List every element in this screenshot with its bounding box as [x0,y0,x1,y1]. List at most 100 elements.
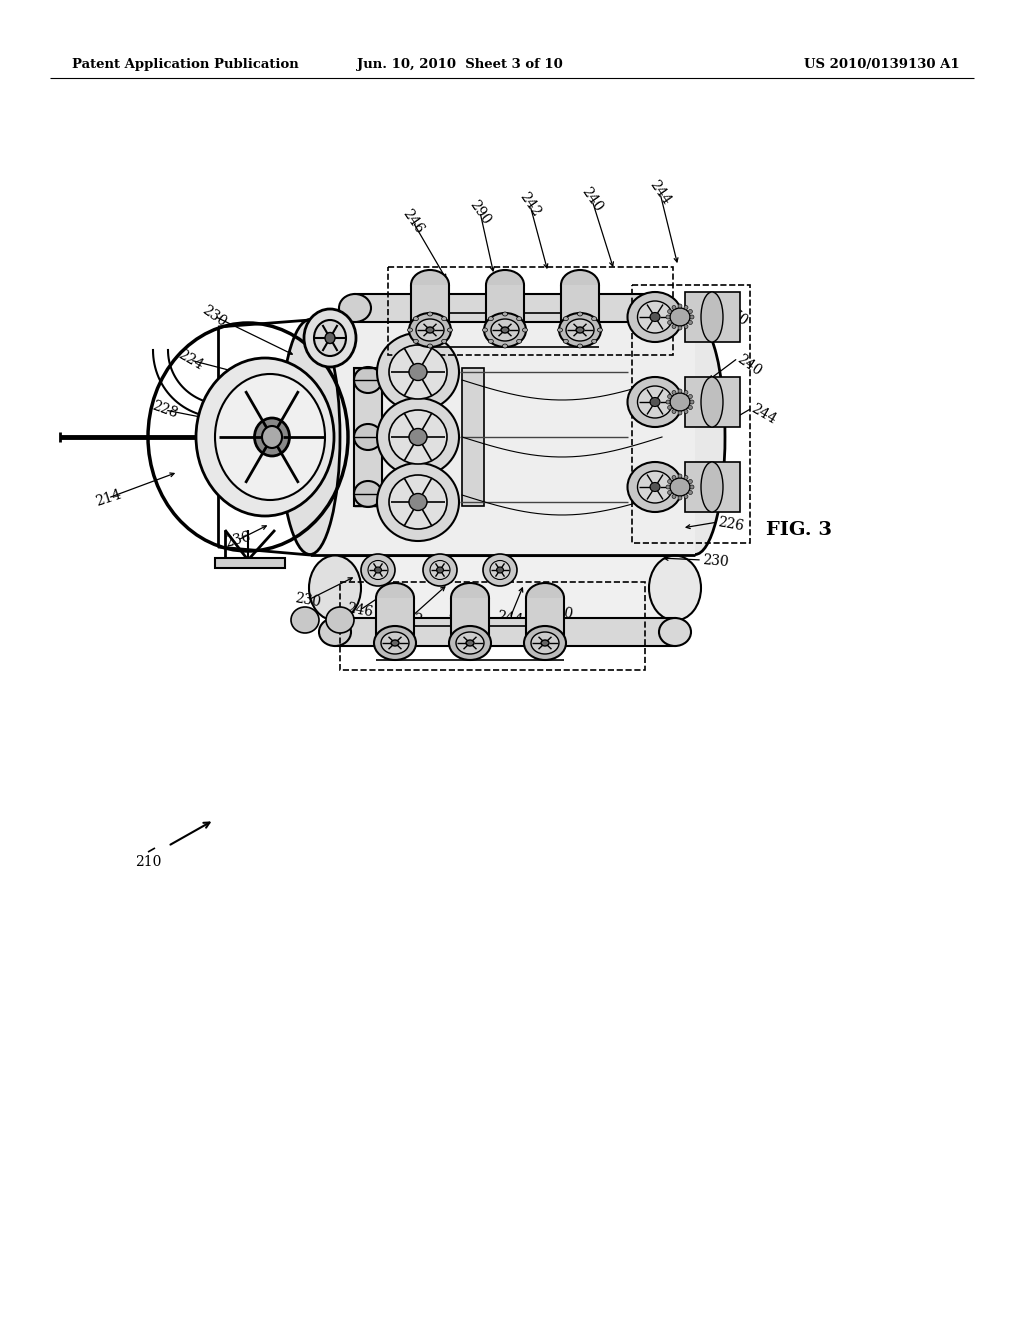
Ellipse shape [354,480,382,507]
Ellipse shape [690,400,694,404]
Ellipse shape [447,327,453,333]
Text: 246: 246 [346,601,374,619]
Ellipse shape [339,294,371,322]
Bar [451,598,489,645]
Ellipse shape [688,405,692,409]
Ellipse shape [427,312,432,315]
Ellipse shape [666,315,670,319]
Ellipse shape [291,607,319,634]
Ellipse shape [688,309,692,314]
Bar [310,319,695,554]
Ellipse shape [314,319,346,356]
Ellipse shape [684,409,688,413]
Ellipse shape [319,618,351,645]
Ellipse shape [649,556,701,620]
Ellipse shape [374,626,416,660]
Ellipse shape [678,304,682,308]
Ellipse shape [409,313,451,347]
Ellipse shape [414,317,419,321]
Bar [215,558,285,568]
Ellipse shape [377,399,459,477]
Ellipse shape [414,339,419,343]
Text: 242: 242 [396,609,424,627]
Bar [685,292,740,342]
Ellipse shape [561,271,599,300]
Ellipse shape [665,319,725,554]
Ellipse shape [628,462,683,512]
Bar [632,285,750,543]
Text: 210: 210 [135,855,161,869]
Ellipse shape [701,292,723,342]
Ellipse shape [423,554,457,586]
Text: 220: 220 [445,612,474,631]
Text: US 2010/0139130 A1: US 2010/0139130 A1 [805,58,961,71]
Bar [526,598,564,645]
Bar [388,267,673,355]
Ellipse shape [684,475,688,479]
Text: Patent Application Publication: Patent Application Publication [72,58,299,71]
Ellipse shape [286,426,304,447]
Bar [335,618,675,645]
Ellipse shape [490,561,510,579]
Ellipse shape [389,345,447,399]
Ellipse shape [638,471,673,503]
Text: 246: 246 [399,207,426,236]
Ellipse shape [325,333,335,343]
Ellipse shape [441,339,446,343]
Ellipse shape [215,374,325,500]
Ellipse shape [262,426,282,447]
Text: 290: 290 [467,197,494,227]
Ellipse shape [670,308,690,326]
Ellipse shape [524,626,566,660]
Ellipse shape [482,327,487,333]
Text: FIG. 3: FIG. 3 [766,521,831,539]
Text: 244: 244 [647,178,674,207]
Ellipse shape [451,583,489,612]
Ellipse shape [389,411,447,465]
Text: 240: 240 [579,185,605,215]
Ellipse shape [266,421,294,453]
Ellipse shape [354,424,382,450]
Ellipse shape [650,313,660,322]
Ellipse shape [678,411,682,414]
Ellipse shape [488,339,494,343]
Text: 230: 230 [200,302,228,329]
Ellipse shape [592,339,597,343]
Ellipse shape [304,309,356,367]
Text: Jun. 10, 2010  Sheet 3 of 10: Jun. 10, 2010 Sheet 3 of 10 [357,58,563,71]
Ellipse shape [678,496,682,500]
Bar [462,368,484,506]
Ellipse shape [409,429,427,446]
Ellipse shape [377,333,459,411]
Ellipse shape [672,475,676,479]
Ellipse shape [503,312,508,315]
Ellipse shape [668,309,672,314]
Ellipse shape [668,479,672,483]
Text: 270: 270 [720,302,750,329]
Ellipse shape [638,385,673,418]
Ellipse shape [684,391,688,395]
Ellipse shape [684,305,688,309]
Ellipse shape [531,632,559,653]
Text: 244: 244 [749,401,778,428]
Ellipse shape [628,378,683,426]
Ellipse shape [684,325,688,329]
Ellipse shape [666,484,670,488]
Ellipse shape [490,319,519,341]
Text: 246: 246 [703,470,733,491]
Ellipse shape [566,319,594,341]
Ellipse shape [690,315,694,319]
Ellipse shape [650,483,660,491]
Ellipse shape [361,554,395,586]
Text: 236: 236 [223,529,253,550]
Text: 244: 244 [496,609,524,627]
Ellipse shape [563,339,568,343]
Ellipse shape [517,317,521,321]
Ellipse shape [526,583,564,612]
Ellipse shape [668,491,672,495]
Ellipse shape [326,607,354,634]
Ellipse shape [597,327,602,333]
Ellipse shape [280,319,340,554]
Ellipse shape [672,495,676,499]
Ellipse shape [650,397,660,407]
